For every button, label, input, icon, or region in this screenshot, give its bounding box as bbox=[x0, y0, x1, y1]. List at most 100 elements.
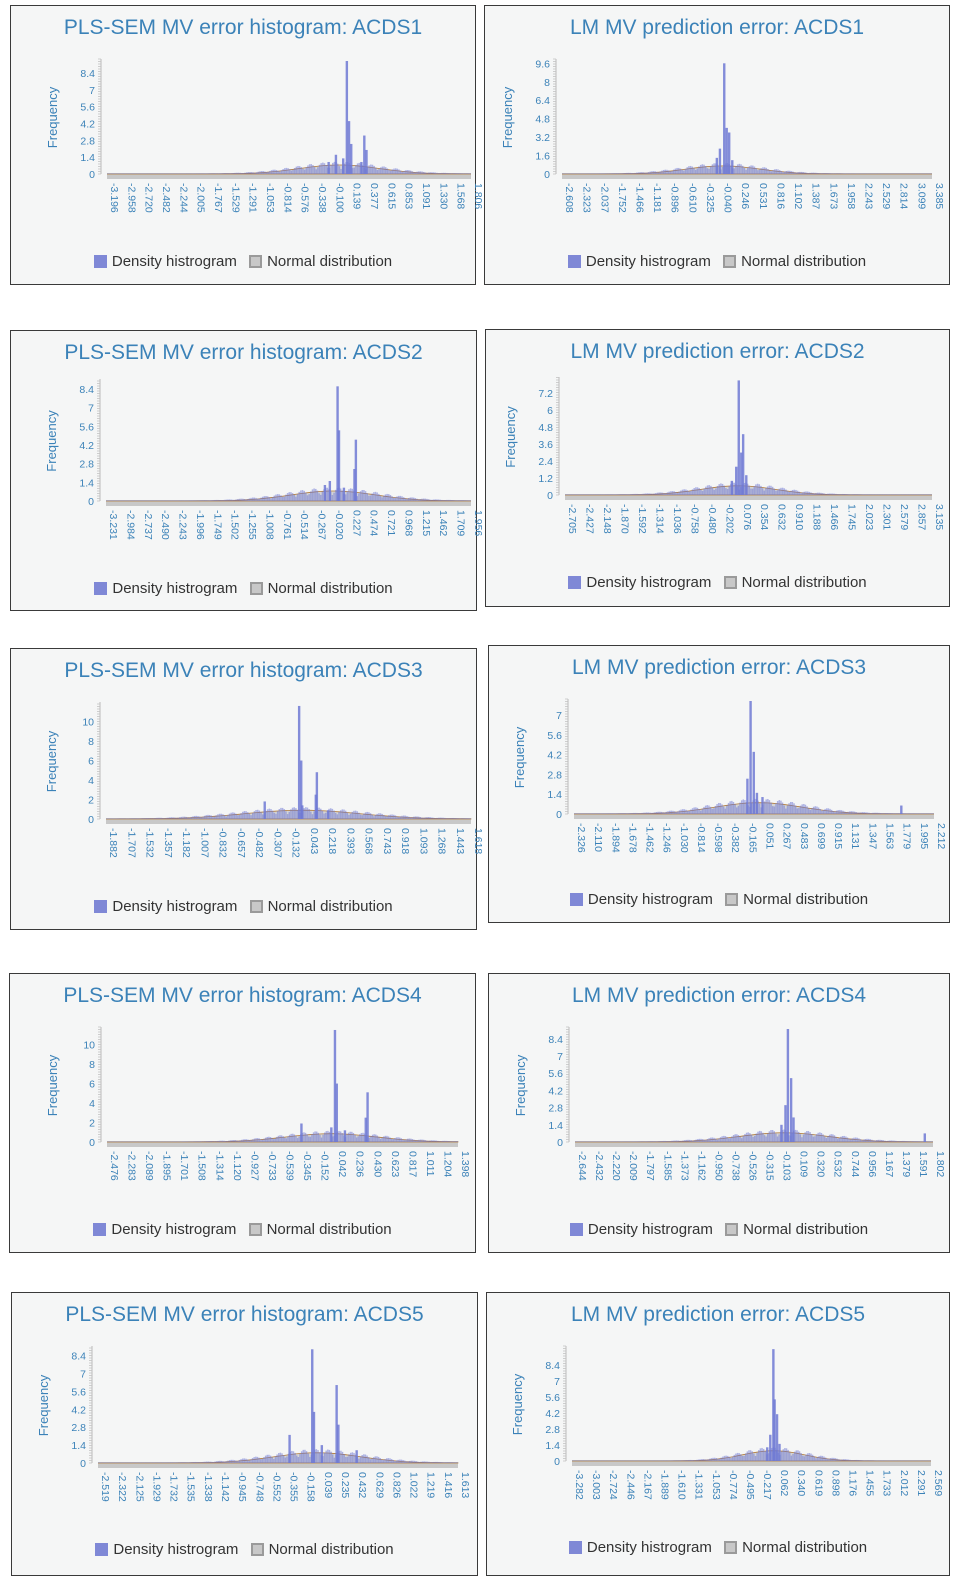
legend-item-histogram[interactable]: Density histrogram bbox=[94, 898, 237, 915]
histogram-bar bbox=[235, 813, 237, 819]
histogram-bar bbox=[755, 484, 757, 495]
histogram-bar bbox=[373, 816, 375, 819]
histogram-peak-bar bbox=[725, 127, 728, 174]
histogram-bar bbox=[119, 818, 121, 819]
histogram-bar bbox=[349, 488, 352, 501]
x-tick-label: -1.373 bbox=[678, 1151, 690, 1181]
histogram-bar bbox=[784, 1448, 786, 1461]
histogram-bar bbox=[905, 1141, 907, 1142]
histogram-bar bbox=[358, 493, 360, 501]
y-tick-label: 0 bbox=[88, 814, 94, 826]
legend-item-normal[interactable]: Normal distribution bbox=[725, 891, 868, 908]
histogram-bar bbox=[215, 1141, 217, 1142]
histogram-bar bbox=[785, 489, 787, 495]
histogram-bar bbox=[664, 1140, 666, 1142]
histogram-bar bbox=[374, 491, 377, 501]
histogram-peak-bar bbox=[749, 701, 752, 814]
histogram-bar bbox=[565, 494, 567, 495]
histogram-bar bbox=[633, 1141, 636, 1142]
histogram-bar bbox=[442, 172, 445, 174]
histogram-bar bbox=[601, 1141, 603, 1142]
histogram-bar bbox=[660, 492, 662, 495]
histogram-bar bbox=[208, 500, 211, 501]
histogram-bar bbox=[371, 1458, 373, 1463]
legend-item-normal[interactable]: Normal distribution bbox=[250, 1541, 394, 1558]
x-tick-label: -0.733 bbox=[266, 1151, 278, 1181]
histogram-bar bbox=[183, 1141, 186, 1142]
x-tick-label: -1.894 bbox=[609, 823, 621, 853]
histogram-bar bbox=[673, 491, 675, 495]
histogram-bar bbox=[209, 173, 212, 174]
histogram-bar bbox=[902, 813, 905, 814]
histogram-bar bbox=[628, 1141, 631, 1142]
histogram-bar bbox=[700, 1459, 703, 1461]
histogram-bar bbox=[623, 1141, 626, 1142]
x-tick-label: -0.539 bbox=[284, 1151, 296, 1181]
histogram-bar bbox=[242, 1458, 244, 1463]
legend-item-normal[interactable]: Normal distribution bbox=[249, 898, 393, 915]
histogram-bar bbox=[823, 1136, 826, 1142]
legend-item-normal[interactable]: Normal distribution bbox=[249, 580, 393, 597]
histogram-bar bbox=[722, 1456, 724, 1461]
legend-item-normal[interactable]: Normal distribution bbox=[723, 574, 867, 591]
histogram-bar bbox=[441, 817, 443, 819]
legend-item-histogram[interactable]: Density histrogram bbox=[567, 253, 711, 270]
legend-item-normal[interactable]: Normal distribution bbox=[248, 1221, 392, 1238]
histogram-bar bbox=[623, 494, 625, 495]
x-tick-label: -2.490 bbox=[159, 510, 171, 540]
histogram-bar bbox=[424, 1140, 426, 1142]
histogram-bar bbox=[679, 1460, 682, 1461]
histogram-bar bbox=[150, 500, 153, 501]
legend-item-histogram[interactable]: Density histrogram bbox=[568, 1539, 712, 1556]
legend-item-normal[interactable]: Normal distribution bbox=[723, 253, 866, 270]
histogram-peak-bar bbox=[300, 760, 303, 819]
histogram-bar bbox=[165, 1462, 167, 1463]
histogram-bar bbox=[710, 166, 712, 174]
legend-item-histogram[interactable]: Density histrogram bbox=[93, 1221, 236, 1238]
histogram-bar bbox=[426, 1461, 429, 1463]
histogram-bar bbox=[318, 807, 320, 819]
legend-item-histogram[interactable]: Density histrogram bbox=[569, 891, 713, 908]
histogram-bar bbox=[320, 494, 322, 501]
legend-item-normal[interactable]: Normal distribution bbox=[249, 253, 392, 270]
x-tick-label: -3.231 bbox=[107, 510, 119, 540]
histogram-bar bbox=[865, 494, 867, 495]
histogram-bar bbox=[808, 808, 810, 814]
x-tick-label: -0.482 bbox=[253, 828, 265, 858]
histogram-bar bbox=[127, 818, 130, 819]
y-tick-label: 10 bbox=[83, 1040, 95, 1052]
histogram-bar bbox=[800, 171, 803, 174]
histogram-bar bbox=[381, 813, 383, 819]
histogram-bar bbox=[731, 1456, 734, 1461]
histogram-bar bbox=[810, 492, 812, 495]
chart-title: LM MV prediction error: ACDS5 bbox=[570, 1303, 866, 1326]
histogram-bar bbox=[280, 807, 282, 819]
histogram-bar bbox=[196, 173, 198, 174]
legend-item-normal[interactable]: Normal distribution bbox=[725, 1221, 868, 1238]
histogram-bar bbox=[296, 1138, 299, 1142]
legend-item-histogram[interactable]: Density histrogram bbox=[94, 580, 237, 597]
histogram-peak-bar bbox=[780, 1124, 783, 1142]
histogram-bar bbox=[652, 812, 655, 814]
histogram-bar bbox=[391, 496, 393, 501]
legend-item-histogram[interactable]: Density histrogram bbox=[568, 574, 711, 591]
histogram-bar bbox=[394, 1461, 396, 1463]
legend-item-histogram[interactable]: Density histrogram bbox=[569, 1221, 713, 1238]
legend-item-histogram[interactable]: Density histrogram bbox=[95, 1541, 238, 1558]
histogram-bar bbox=[809, 809, 812, 814]
legend-item-normal[interactable]: Normal distribution bbox=[724, 1539, 867, 1556]
histogram-bar bbox=[797, 1450, 799, 1461]
histogram-bar bbox=[308, 1136, 310, 1142]
histogram-bar bbox=[421, 498, 423, 501]
histogram-bar bbox=[834, 173, 836, 174]
x-tick-label: 0.076 bbox=[741, 504, 753, 530]
histogram-bar bbox=[297, 1457, 300, 1463]
legend-item-histogram[interactable]: Density histrogram bbox=[93, 253, 237, 270]
histogram-bar bbox=[256, 809, 259, 819]
histogram-bar bbox=[213, 816, 216, 819]
histogram-bar bbox=[185, 1141, 187, 1142]
histogram-bar bbox=[119, 500, 121, 501]
histogram-bar bbox=[366, 811, 368, 819]
histogram-bar bbox=[633, 493, 635, 495]
